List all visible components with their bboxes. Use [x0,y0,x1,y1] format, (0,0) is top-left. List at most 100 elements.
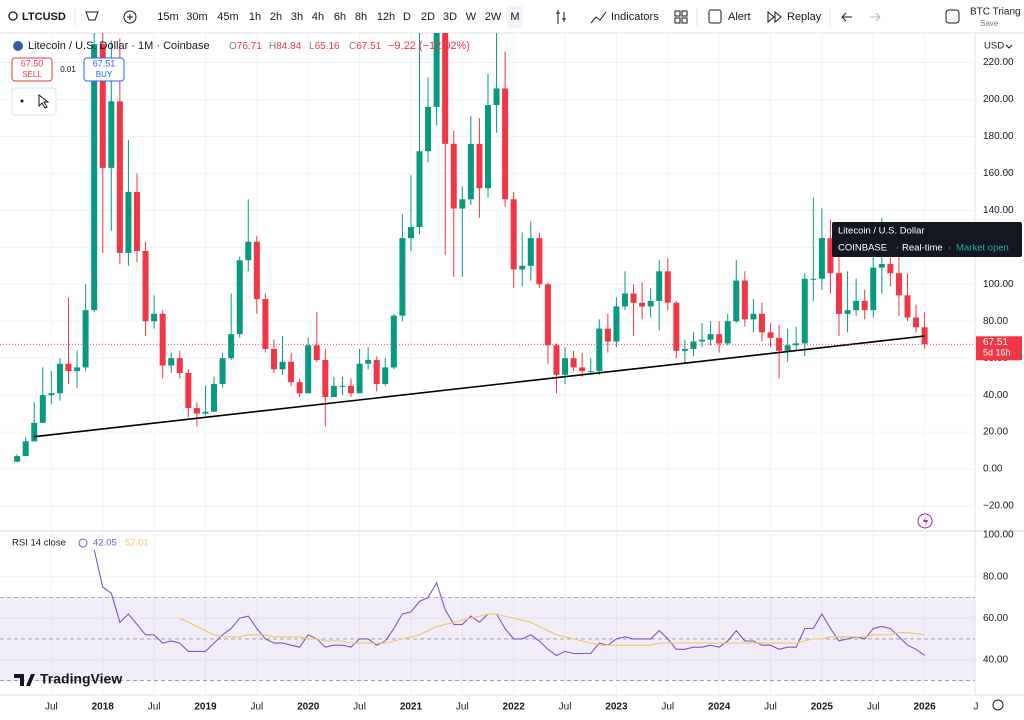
candle-body [878,263,885,268]
candle-body [690,341,697,349]
sell-label[interactable]: SELL [22,70,42,79]
layout-icon[interactable] [674,10,681,17]
layout-icon[interactable] [681,17,688,24]
add-symbol-icon[interactable] [123,10,137,24]
interval-button[interactable]: 15m [157,11,178,23]
interval-button[interactable]: 4h [312,11,324,23]
interval-button[interactable]: D [403,11,411,23]
candle-body [784,345,791,351]
candle-body [570,358,577,368]
trendline[interactable] [34,335,925,438]
candle-body [853,300,860,311]
countdown: 5d 16h [983,348,1011,358]
ohlc-item: H84.84 [269,41,302,52]
rsi-band [0,596,975,681]
alert-icon[interactable] [708,9,722,24]
compare-icon[interactable] [85,11,99,21]
candle-body [296,382,303,394]
currency[interactable]: USD [984,41,1004,52]
interval-button[interactable]: 3h [291,11,303,23]
search-icon[interactable] [8,11,18,21]
ohlc-item: L65.16 [309,41,340,52]
buy-price[interactable]: 67.51 [93,58,116,68]
candle-body [99,44,106,168]
interval-button[interactable]: 2D [421,11,435,23]
interval-button[interactable]: 3D [443,11,457,23]
candle-body [476,143,483,189]
dot-tool[interactable] [20,99,24,103]
y-tick-label: 160.00 [983,168,1014,179]
candle-body [724,321,731,344]
x-tick-label: Jul [353,702,366,713]
save-button[interactable]: Save [980,19,999,28]
candle-body [793,343,800,346]
candle-body [733,280,740,322]
candle-body [142,251,149,322]
layout-icon[interactable] [681,10,688,17]
interval-button[interactable]: 6h [334,11,346,23]
candle-body [664,271,671,303]
candle-body [425,106,432,152]
candle-body [647,300,654,307]
rsi-settings-icon[interactable] [78,538,88,548]
sell-price[interactable]: 67.50 [21,58,44,68]
layout-icon[interactable] [674,17,681,24]
ohlc-legend: O76.71 H84.84 L65.16 C67.51 [229,41,382,52]
indicators-icon[interactable] [590,11,607,24]
undo-icon[interactable] [841,12,852,22]
ohlc-item: O76.71 [229,41,262,52]
symbol[interactable]: LTCUSD [22,11,66,23]
currency-caret[interactable] [1005,44,1013,49]
candle-body [399,238,406,316]
interval-button[interactable]: 8h [355,11,367,23]
layout-name[interactable]: BTC Triang [970,7,1021,18]
candle-body [270,348,277,370]
candle-body [48,393,55,396]
candle-body [407,226,414,239]
tooltip-sep: · [948,243,951,254]
indicators-button[interactable]: Indicators [611,11,659,23]
add-symbol-plus [127,14,133,20]
candle-body [844,310,851,314]
candle-body [921,327,928,345]
interval-button[interactable]: 30m [186,11,207,23]
candle-body [810,278,817,280]
x-tick-label: 2018 [92,702,115,713]
y-tick-label: 180.00 [983,131,1014,142]
candle-body [133,191,140,252]
x-tick-label: Jul [661,702,674,713]
replay-icon[interactable] [767,10,782,24]
x-tick-label: 2020 [297,702,320,713]
candle-body [22,441,29,457]
candle-body [741,280,748,320]
x-tick-label: 2023 [605,702,628,713]
rsi-lines [93,549,925,657]
interval-button[interactable]: 2h [270,11,282,23]
candle-body [116,101,123,253]
candle-body [639,302,646,307]
ohlc-key: H [269,41,276,52]
interval-button[interactable]: 1h [249,11,261,23]
candle-body [65,363,72,372]
candle-body [416,151,423,227]
interval-button[interactable]: M [510,11,519,23]
interval-button[interactable]: W [466,11,477,23]
candle-body [527,238,534,266]
sell-button[interactable] [11,57,53,82]
settings-icon[interactable] [992,699,1004,711]
y-tick-label: 60.00 [983,613,1008,624]
interval-button[interactable]: 45m [217,11,238,23]
candle-body [621,293,628,307]
chart-type-icon[interactable] [556,10,566,24]
buy-label[interactable]: BUY [96,70,113,79]
buy-button[interactable] [83,57,125,82]
x-tick-label: 2024 [708,702,731,713]
interval-button[interactable]: 12h [377,11,395,23]
interval-button[interactable]: 2W [485,11,502,23]
alert-button[interactable]: Alert [728,11,751,23]
redo-icon[interactable] [870,12,881,22]
layout-button-icon[interactable] [945,9,960,24]
replay-button[interactable]: Replay [787,11,822,23]
cursor-tool[interactable] [38,93,50,109]
x-tick-label: Jul [148,702,161,713]
